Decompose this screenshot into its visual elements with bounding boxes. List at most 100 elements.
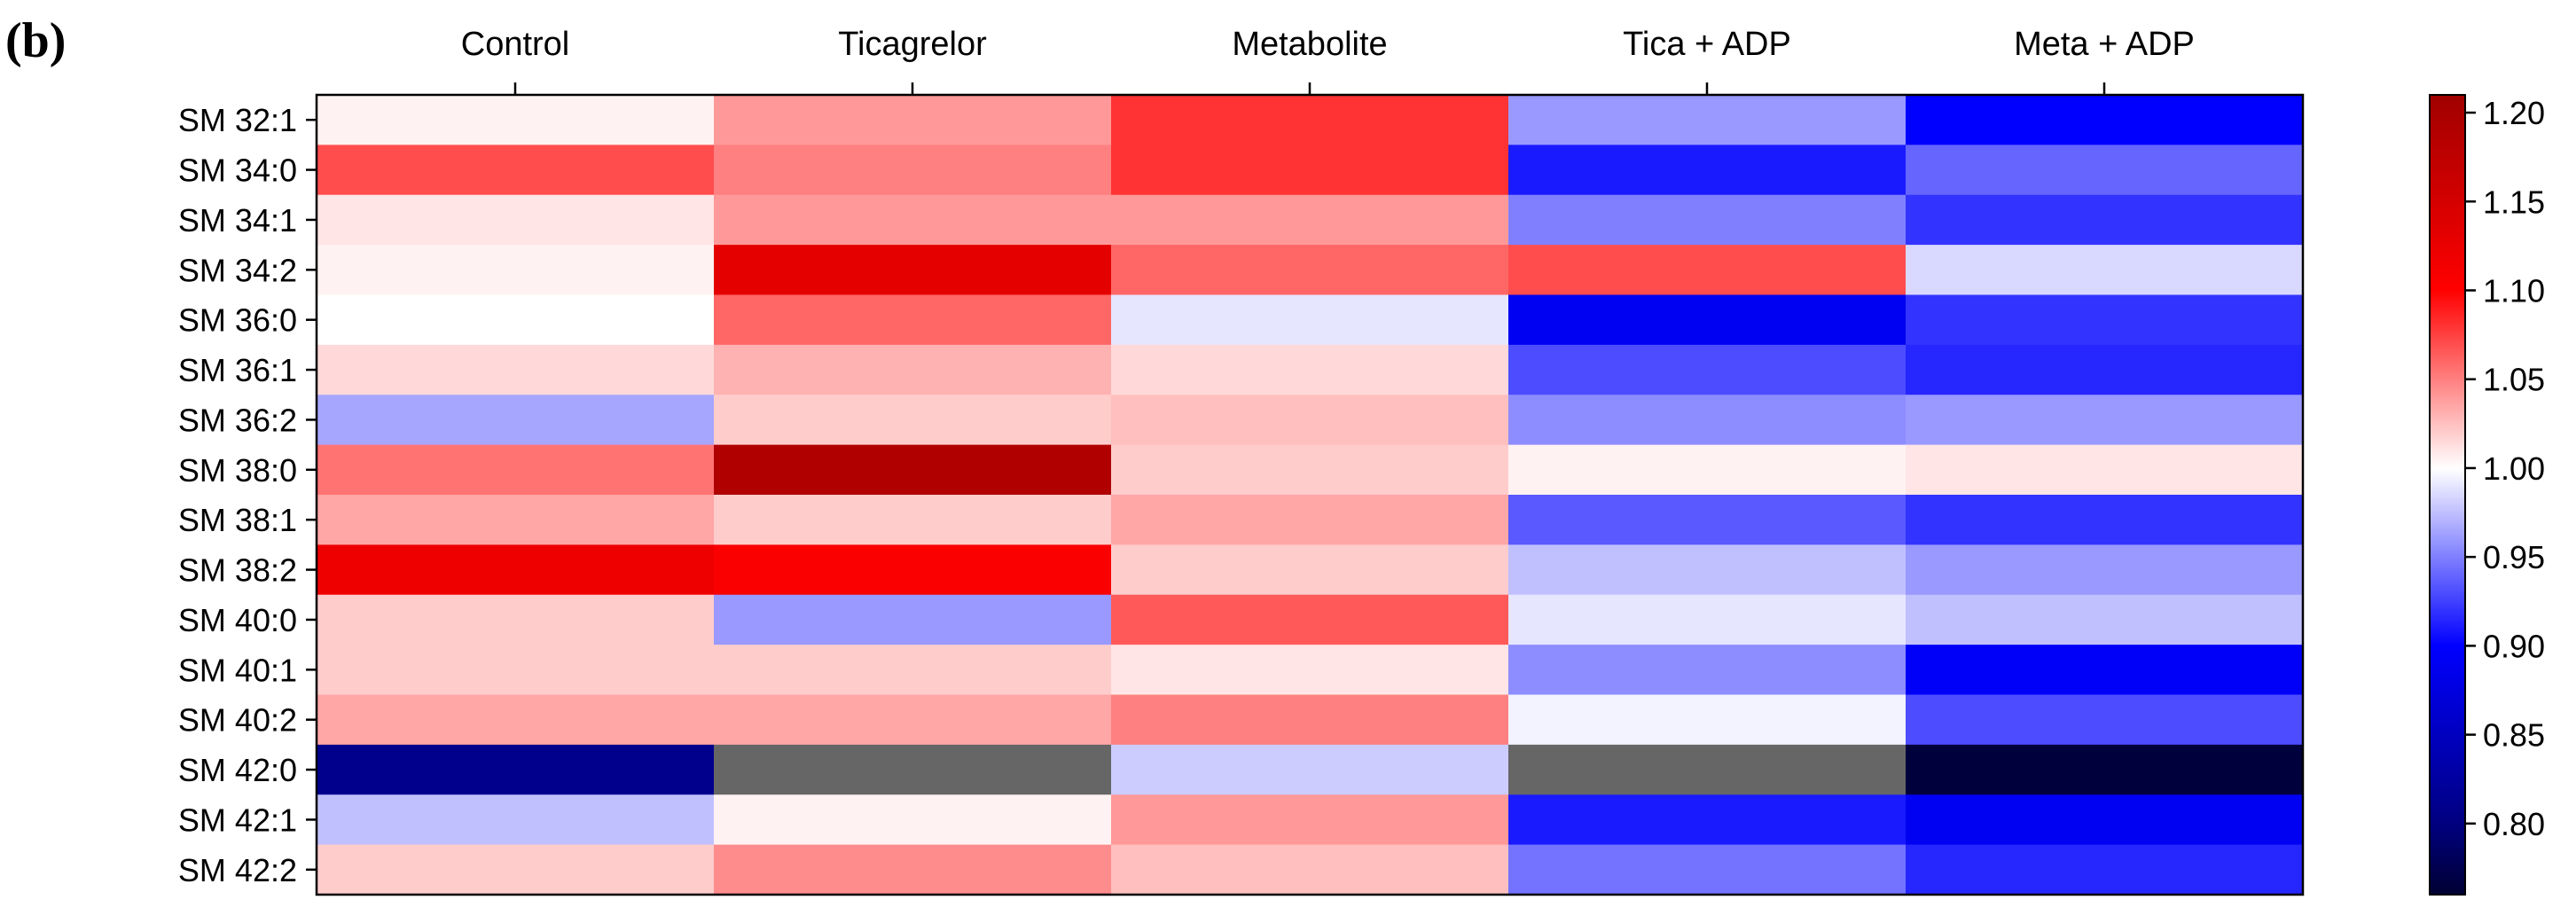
heatmap-cell — [317, 194, 715, 246]
heatmap-cell — [1906, 145, 2304, 196]
heatmap-cell — [317, 294, 715, 346]
heatmap-cell — [1508, 645, 1907, 696]
heatmap-cell — [1906, 544, 2304, 596]
heatmap-cell — [317, 694, 715, 746]
row-label: SM 38:2 — [178, 552, 297, 589]
heatmap-cell — [714, 495, 1112, 545]
heatmap-cell — [714, 245, 1112, 296]
heatmap-cell — [1111, 544, 1509, 596]
heatmap-cell — [317, 645, 715, 696]
heatmap-cell — [714, 145, 1112, 196]
column-label: Tica + ADP — [1623, 26, 1791, 63]
heatmap-cell — [1111, 444, 1509, 496]
heatmap-cell — [714, 544, 1112, 596]
row-label: SM 34:1 — [178, 202, 297, 239]
heatmap-cell — [1111, 395, 1509, 446]
row-label: SM 32:1 — [178, 102, 297, 138]
heatmap-cell — [714, 794, 1112, 846]
heatmap-cell — [1906, 744, 2304, 795]
heatmap-cell — [317, 794, 715, 846]
heatmap-cell — [1508, 294, 1907, 346]
heatmap-cell — [1508, 794, 1907, 846]
row-label: SM 42:1 — [178, 802, 297, 838]
row-label: SM 38:1 — [178, 502, 297, 538]
column-label: Meta + ADP — [2014, 26, 2195, 63]
heatmap-cell — [1508, 694, 1907, 746]
heatmap-cell — [1508, 844, 1907, 896]
heatmap-cell — [1508, 194, 1907, 246]
heatmap-cell — [1906, 495, 2304, 545]
heatmap-cell — [1111, 844, 1509, 896]
heatmap-cell — [1111, 344, 1509, 395]
column-axis: Control Ticagrelor Metabolite Tica + ADP Met… — [461, 26, 2195, 95]
heatmap-cell — [317, 844, 715, 896]
heatmap-cell — [1906, 444, 2304, 496]
heatmap-cell — [1906, 594, 2304, 645]
heatmap-cell — [317, 744, 715, 795]
heatmap-cell — [1906, 294, 2304, 346]
heatmap-cell — [1508, 544, 1907, 596]
heatmap-cell — [1508, 95, 1907, 145]
colorbar-tick-label: 0.95 — [2483, 539, 2545, 575]
heatmap-cell — [1906, 645, 2304, 696]
heatmap-cell — [1111, 145, 1509, 196]
heatmap-cell — [1906, 95, 2304, 145]
colorbar: 0.80 0.85 0.90 0.95 1.00 1.05 1.10 1.15 1.20 — [2429, 94, 2545, 896]
heatmap-cell — [1111, 794, 1509, 846]
colorbar-tick-label: 1.15 — [2483, 184, 2545, 220]
heatmap-cell — [1906, 344, 2304, 395]
heatmap-cell — [1111, 495, 1509, 545]
heatmap-cell — [1508, 594, 1907, 645]
heatmap-cell — [1111, 645, 1509, 696]
panel-label: (b) — [5, 13, 67, 68]
row-label: SM 38:0 — [178, 452, 297, 489]
heatmap-cell — [1906, 844, 2304, 896]
heatmap-cell — [1111, 744, 1509, 795]
heatmap-cell — [1906, 194, 2304, 246]
column-label: Metabolite — [1232, 26, 1387, 63]
heatmap-cell — [1111, 95, 1509, 145]
heatmap-cell — [714, 645, 1112, 696]
heatmap-cell — [317, 395, 715, 446]
heatmap-cell — [714, 194, 1112, 246]
column-label: Ticagrelor — [838, 26, 987, 63]
heatmap-cell — [714, 744, 1112, 795]
heatmap-cell — [1906, 395, 2304, 446]
colorbar-tick-label: 1.00 — [2483, 450, 2545, 487]
heatmap-cell — [1508, 744, 1907, 795]
heatmap-cell — [1508, 444, 1907, 496]
row-label: SM 34:2 — [178, 252, 297, 288]
row-label: SM 36:0 — [178, 302, 297, 339]
heatmap-cell — [317, 544, 715, 596]
row-label: SM 40:1 — [178, 652, 297, 688]
heatmap-cell — [1111, 694, 1509, 746]
heatmap-cell — [1906, 694, 2304, 746]
heatmap-cell — [714, 444, 1112, 496]
row-label: SM 42:2 — [178, 852, 297, 888]
heatmap-cell — [1508, 245, 1907, 296]
heatmap-cell — [1508, 344, 1907, 395]
colorbar-gradient — [2429, 94, 2466, 896]
heatmap-cell — [317, 344, 715, 395]
colorbar-tick-label: 0.85 — [2483, 717, 2545, 754]
heatmap-cell — [1906, 794, 2304, 846]
colorbar-tick-label: 0.80 — [2483, 806, 2545, 842]
row-label: SM 36:1 — [178, 352, 297, 388]
heatmap-cell — [1508, 495, 1907, 545]
heatmap-cell — [317, 95, 715, 145]
row-label: SM 34:0 — [178, 153, 297, 189]
colorbar-tick-label: 1.10 — [2483, 272, 2545, 309]
heatmap-cell — [714, 95, 1112, 145]
colorbar-tick-label: 1.05 — [2483, 362, 2545, 398]
heatmap-cell — [1111, 245, 1509, 296]
heatmap-cell — [317, 495, 715, 545]
heatmap-cell — [714, 694, 1112, 746]
row-label: SM 36:2 — [178, 402, 297, 438]
heatmap-cell — [317, 245, 715, 296]
heatmap-cell — [1111, 194, 1509, 246]
colorbar-tick-label: 0.90 — [2483, 628, 2545, 664]
heatmap-cell — [714, 294, 1112, 346]
heatmap-cell — [714, 395, 1112, 446]
row-label: SM 40:2 — [178, 702, 297, 739]
